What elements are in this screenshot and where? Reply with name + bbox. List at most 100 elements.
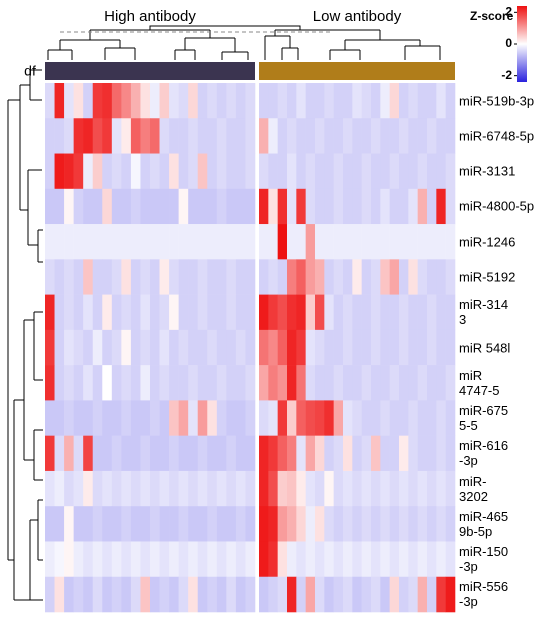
heatmap-cell xyxy=(83,118,94,154)
heatmap-cell xyxy=(445,576,456,613)
heatmap-cell xyxy=(92,541,103,578)
heatmap-cell xyxy=(277,188,288,225)
heatmap-cell xyxy=(169,188,179,225)
heatmap-cell xyxy=(150,365,160,401)
heatmap-cell xyxy=(159,400,170,436)
colorbar-tick-label: 2 xyxy=(505,5,512,19)
heatmap-cell xyxy=(408,470,418,507)
heatmap-cell xyxy=(83,435,94,472)
heatmap-cell xyxy=(102,188,113,225)
heatmap-cell xyxy=(408,365,418,401)
heatmap-cell xyxy=(111,365,122,401)
heatmap-cell xyxy=(445,470,456,507)
heatmap-cell xyxy=(305,506,316,542)
heatmap-cell xyxy=(216,259,227,295)
heatmap-cell xyxy=(408,83,418,119)
heatmap-cell xyxy=(389,506,400,542)
heatmap-cell xyxy=(361,541,372,578)
heatmap-cell xyxy=(197,541,208,578)
heatmap-cell xyxy=(130,576,141,613)
heatmap-cell xyxy=(159,435,170,472)
heatmap-cell xyxy=(150,506,160,542)
heatmap-cell xyxy=(130,435,141,472)
heatmap-cell xyxy=(216,435,227,472)
heatmap-cell xyxy=(445,400,456,436)
heatmap-cell xyxy=(54,400,65,436)
heatmap-cell xyxy=(64,470,74,507)
heatmap-cell xyxy=(399,400,409,436)
heatmap-cell xyxy=(380,329,390,366)
row-label: miR-314 3 xyxy=(459,297,509,328)
heatmap-cell xyxy=(54,294,65,331)
heatmap-cell xyxy=(140,83,151,119)
top-dendrogram xyxy=(47,25,441,60)
heatmap-cell xyxy=(73,506,84,542)
heatmap-cell xyxy=(54,224,65,260)
heatmap-cell xyxy=(111,470,122,507)
heatmap-cell xyxy=(216,470,227,507)
heatmap-cell xyxy=(380,541,390,578)
row-label: miR-519b-3p xyxy=(459,93,535,109)
heatmap-cell xyxy=(352,576,362,613)
heatmap-cell xyxy=(159,118,170,154)
heatmap-cell xyxy=(235,329,246,366)
heatmap-cell xyxy=(445,118,456,154)
heatmap-cell xyxy=(130,470,141,507)
heatmap-cell xyxy=(315,118,325,154)
heatmap-cell xyxy=(188,153,199,190)
heatmap-cell xyxy=(259,435,269,472)
heatmap-cell xyxy=(102,576,113,613)
heatmap-cell xyxy=(417,224,428,260)
heatmap-cell xyxy=(361,365,372,401)
heatmap-cell xyxy=(197,153,208,190)
heatmap-cell xyxy=(343,224,353,260)
heatmap-cell xyxy=(83,576,94,613)
heatmap-cell xyxy=(216,541,227,578)
heatmap-cell xyxy=(73,83,84,119)
heatmap-cell xyxy=(277,224,288,260)
heatmap-cell xyxy=(399,118,409,154)
heatmap-cell xyxy=(277,506,288,542)
heatmap-cell xyxy=(64,400,74,436)
heatmap-cell xyxy=(235,188,246,225)
heatmap-cell xyxy=(268,83,278,119)
heatmap-cell xyxy=(121,435,132,472)
heatmap-cell xyxy=(324,188,334,225)
heatmap-cell xyxy=(315,294,325,331)
heatmap-cell xyxy=(235,365,246,401)
heatmap-cell xyxy=(83,294,94,331)
heatmap-cell xyxy=(268,294,278,331)
heatmap-cell xyxy=(92,294,103,331)
row-label: miR-616 -3p xyxy=(459,438,509,469)
heatmap-cell xyxy=(436,259,446,295)
heatmap-cell xyxy=(324,224,334,260)
heatmap-cell xyxy=(352,400,362,436)
heatmap-cell xyxy=(389,259,400,295)
heatmap-cell xyxy=(54,576,65,613)
heatmap-cell xyxy=(207,541,218,578)
heatmap-cell xyxy=(445,259,456,295)
heatmap-cell xyxy=(305,259,316,295)
heatmap-cell xyxy=(408,188,418,225)
heatmap-cell xyxy=(352,188,362,225)
heatmap-cell xyxy=(102,118,113,154)
heatmap-cell xyxy=(305,541,316,578)
heatmap-cell xyxy=(73,400,84,436)
heatmap-cell xyxy=(287,329,297,366)
heatmap-cell xyxy=(226,224,237,260)
heatmap-cell xyxy=(427,83,437,119)
heatmap-cell xyxy=(268,153,278,190)
heatmap-cell xyxy=(445,294,456,331)
group-bar xyxy=(259,62,455,80)
heatmap-cell xyxy=(315,153,325,190)
heatmap-cell xyxy=(178,294,189,331)
row-label: miR-675 5-5 xyxy=(459,403,509,434)
heatmap-cell xyxy=(361,83,372,119)
heatmap-cell xyxy=(296,83,306,119)
heatmap-cell xyxy=(417,188,428,225)
heatmap-cell xyxy=(427,224,437,260)
heatmap-cell xyxy=(150,400,160,436)
heatmap-cell xyxy=(352,153,362,190)
heatmap-cell xyxy=(277,153,288,190)
heatmap-cell xyxy=(380,435,390,472)
